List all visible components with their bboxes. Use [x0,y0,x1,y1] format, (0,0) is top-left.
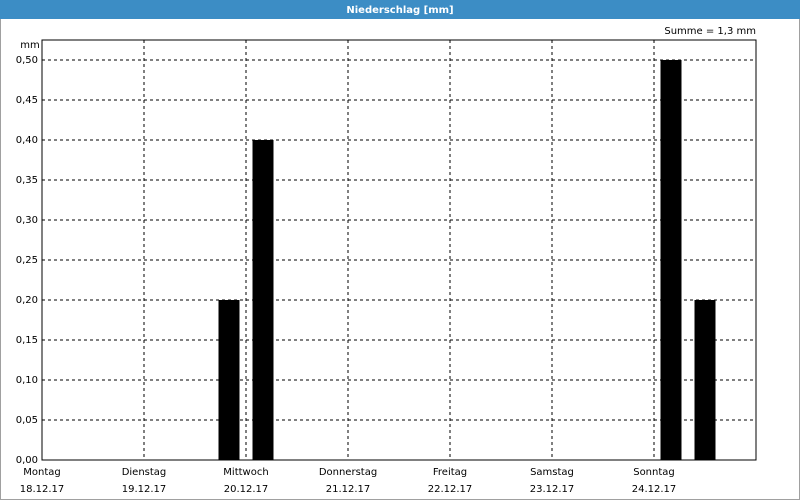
day-date-label: 18.12.17 [20,484,65,495]
bar [660,60,682,460]
y-tick-label: 0,35 [16,175,38,186]
sum-annotation: Summe = 1,3 mm [664,26,756,37]
y-tick-label: 0,30 [16,215,38,226]
y-tick-label: 0,05 [16,415,38,426]
chart-title: Niederschlag [mm] [346,5,453,16]
plot-border [41,39,757,461]
bar [252,140,274,460]
bar [218,300,240,460]
day-date-label: 23.12.17 [530,484,575,495]
day-date-label: 22.12.17 [428,484,473,495]
day-name-label: Dienstag [122,467,167,478]
y-tick-label: 0,25 [16,255,38,266]
day-date-label: 19.12.17 [122,484,167,495]
y-axis-label: mm [20,40,39,51]
title-bar [0,0,800,19]
y-tick-label: 0,15 [16,335,38,346]
y-tick-label: 0,45 [16,95,38,106]
day-name-label: Freitag [433,467,467,478]
day-name-label: Mittwoch [223,467,268,478]
day-name-label: Montag [23,467,60,478]
bar [694,300,716,460]
y-tick-label: 0,10 [16,375,38,386]
y-tick-label: 0,20 [16,295,38,306]
y-tick-label: 0,50 [16,55,38,66]
day-name-label: Samstag [530,467,574,478]
day-date-label: 24.12.17 [632,484,677,495]
day-date-label: 21.12.17 [326,484,371,495]
day-date-label: 20.12.17 [224,484,269,495]
day-name-label: Sonntag [633,467,675,478]
y-tick-label: 0,00 [16,455,38,466]
day-name-label: Donnerstag [319,467,377,478]
y-tick-label: 0,40 [16,135,38,146]
